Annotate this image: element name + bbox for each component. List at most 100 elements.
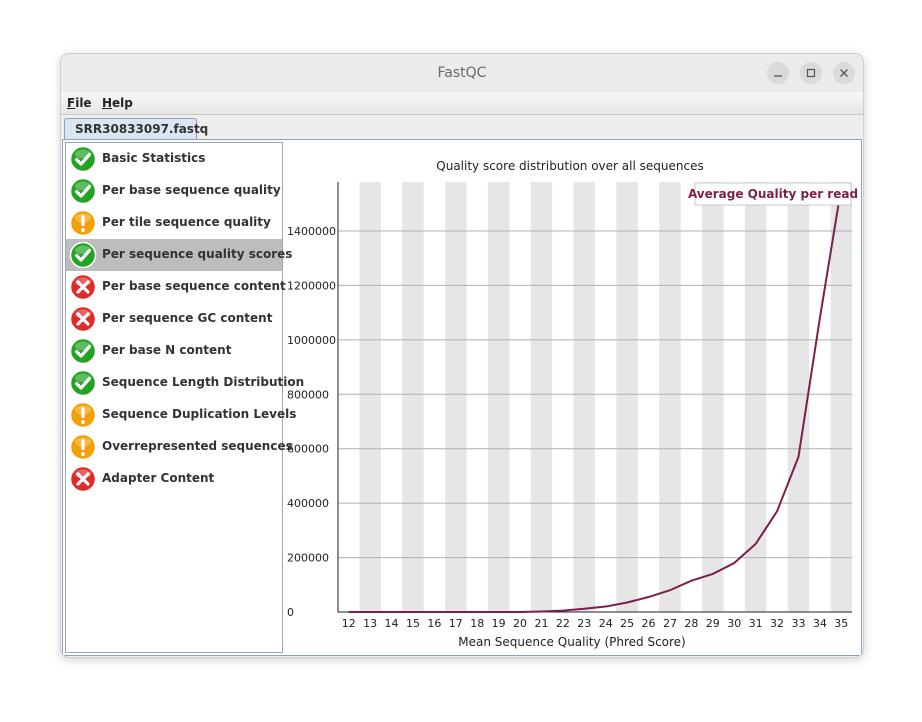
y-tick-label: 600000: [287, 443, 329, 456]
exclamation-icon: [69, 433, 97, 461]
fastqc-window: FastQC File Help SRR30833097.fastq Basic…: [60, 53, 864, 658]
module-item[interactable]: Overrepresented sequences: [66, 431, 293, 463]
x-band: [659, 182, 681, 612]
module-item[interactable]: Per base sequence content: [66, 271, 286, 303]
x-band: [359, 182, 381, 612]
title-bar: FastQC: [61, 54, 863, 93]
x-tick-label: 22: [556, 617, 570, 630]
exclamation-icon: [69, 401, 97, 429]
cross-icon: [69, 465, 97, 493]
check-icon: [69, 241, 97, 269]
module-label: Per base N content: [102, 343, 232, 357]
module-label: Per base sequence content: [102, 279, 286, 293]
x-tick-label: 18: [470, 617, 484, 630]
data-point: [390, 611, 393, 613]
close-icon: [840, 69, 848, 77]
x-band: [616, 182, 638, 612]
x-band: [744, 182, 767, 612]
data-point: [605, 605, 607, 608]
data-point: [498, 611, 500, 613]
menu-file[interactable]: File: [67, 96, 92, 110]
module-item[interactable]: Adapter Content: [66, 463, 282, 495]
x-band: [702, 182, 724, 612]
module-label: Basic Statistics: [102, 151, 206, 165]
module-item[interactable]: Per sequence quality scores: [66, 239, 292, 271]
module-item[interactable]: Per sequence GC content: [66, 303, 282, 335]
menu-help-mnemonic: H: [102, 96, 113, 110]
x-tick-label: 21: [534, 617, 548, 630]
series-line: [348, 187, 843, 613]
x-tick-label: 33: [791, 617, 805, 630]
data-point: [348, 611, 350, 613]
module-item[interactable]: Per tile sequence quality: [66, 207, 282, 239]
module-label: Per sequence quality scores: [102, 247, 293, 261]
x-tick-label: 34: [813, 617, 827, 630]
module-item[interactable]: Per base sequence quality: [66, 175, 282, 207]
module-label: Overrepresented sequences: [102, 439, 293, 453]
x-tick-label: 14: [385, 617, 399, 630]
y-tick-label: 1000000: [287, 334, 336, 347]
data-point: [455, 611, 457, 613]
check-icon: [69, 369, 97, 397]
data-point: [626, 601, 628, 604]
maximize-button[interactable]: [800, 62, 822, 84]
x-tick-label: 27: [663, 617, 677, 630]
x-tick-label: 31: [749, 617, 763, 630]
x-tick-label: 32: [770, 617, 784, 630]
close-button[interactable]: [833, 62, 855, 84]
data-point: [776, 510, 778, 512]
y-tick-label: 200000: [287, 552, 329, 565]
minimize-button[interactable]: [767, 62, 789, 84]
x-band: [487, 182, 510, 612]
tab-fastq-file[interactable]: SRR30833097.fastq: [64, 118, 208, 139]
x-tick-label: 29: [706, 617, 720, 630]
check-icon: [69, 337, 97, 365]
x-tick-label: 17: [449, 617, 463, 630]
chart-svg: 0 200000 400000 600000 800000 1000000 1200000 1…: [287, 159, 858, 649]
data-point: [669, 589, 671, 591]
exclamation-icon: [69, 209, 97, 237]
minimize-icon: [774, 75, 782, 77]
module-label: Adapter Content: [102, 471, 215, 485]
data-point: [733, 562, 735, 564]
data-point: [690, 580, 692, 582]
y-tick-label: 400000: [287, 497, 329, 510]
x-tick-label: 19: [492, 617, 506, 630]
x-tick-label: 25: [620, 617, 634, 630]
module-item[interactable]: Sequence Length Distribution: [66, 367, 304, 399]
x-tick-label: 23: [577, 617, 591, 630]
menu-file-mnemonic: F: [67, 96, 76, 110]
data-point: [476, 611, 478, 613]
cross-icon: [69, 305, 97, 333]
tab-strip: SRR30833097.fastq: [61, 115, 863, 139]
module-label: Per tile sequence quality: [102, 215, 271, 229]
cross-icon: [69, 273, 97, 301]
x-band: [787, 182, 810, 612]
data-point: [797, 456, 800, 458]
legend-label: Average Quality per read: [688, 187, 858, 201]
module-label: Per sequence GC content: [102, 311, 273, 325]
x-band: [530, 182, 553, 612]
x-axis-label: Mean Sequence Quality (Phred Score): [458, 635, 686, 649]
module-item[interactable]: Per base N content: [66, 335, 282, 367]
x-band: [402, 182, 424, 612]
data-point: [433, 611, 435, 613]
module-item[interactable]: Basic Statistics: [66, 143, 282, 175]
y-tick-label: 0: [287, 606, 294, 619]
module-item[interactable]: Sequence Duplication Levels: [66, 399, 296, 431]
data-point: [562, 610, 564, 612]
x-tick-label: 24: [599, 617, 613, 630]
x-tick-label: 35: [834, 617, 848, 630]
x-tick-label: 28: [684, 617, 698, 630]
data-point: [412, 611, 414, 613]
menu-help[interactable]: Help: [102, 96, 133, 110]
module-label: Sequence Length Distribution: [102, 375, 305, 389]
window-title: FastQC: [437, 65, 487, 81]
menu-file-label: ile: [75, 96, 92, 110]
module-label: Per base sequence quality: [102, 183, 281, 197]
menu-bar: File Help: [61, 92, 863, 115]
module-label: Sequence Duplication Levels: [102, 407, 297, 421]
maximize-icon: [806, 68, 816, 78]
report-panel: Basic Statistics Per base sequence qualit…: [62, 139, 862, 656]
data-point: [519, 611, 521, 613]
